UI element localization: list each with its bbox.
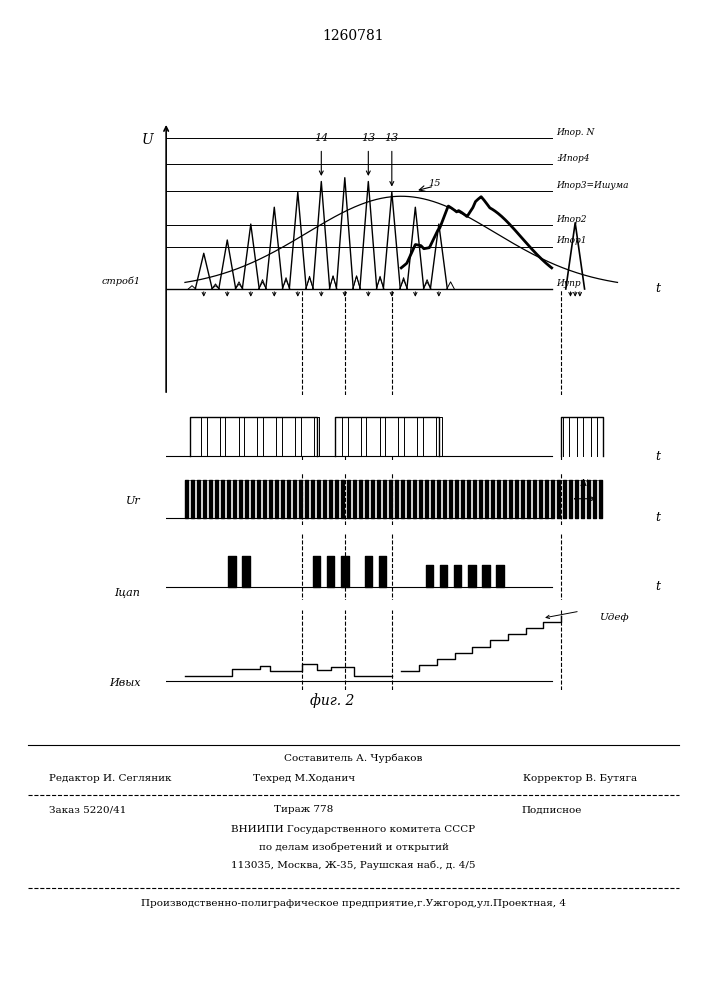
Text: t: t bbox=[655, 450, 660, 463]
Text: :Ипор4: :Ипор4 bbox=[556, 154, 590, 163]
Text: Редактор И. Сегляник: Редактор И. Сегляник bbox=[49, 774, 172, 783]
Text: 113035, Москва, Ж-35, Раушская наб., д. 4/5: 113035, Москва, Ж-35, Раушская наб., д. … bbox=[231, 861, 476, 870]
Text: Δt: Δt bbox=[579, 479, 590, 488]
Text: Ur: Ur bbox=[126, 496, 140, 506]
Text: Ипор. N: Ипор. N bbox=[556, 128, 595, 137]
Text: ВНИИПИ Государственного комитета СССР: ВНИИПИ Государственного комитета СССР bbox=[231, 825, 476, 834]
Text: Производственно-полиграфическое предприятие,г.Ужгород,ул.Проектная, 4: Производственно-полиграфическое предприя… bbox=[141, 899, 566, 908]
Text: Ипор3=Ишума: Ипор3=Ишума bbox=[556, 181, 629, 190]
Text: фиг. 2: фиг. 2 bbox=[310, 693, 354, 708]
Text: Тираж 778: Тираж 778 bbox=[274, 806, 334, 814]
Text: Ивых: Ивых bbox=[109, 678, 140, 688]
Text: 15: 15 bbox=[428, 179, 440, 188]
Text: Подписное: Подписное bbox=[521, 806, 582, 814]
Text: 1260781: 1260781 bbox=[322, 29, 385, 43]
Text: Техред М.Ходанич: Техред М.Ходанич bbox=[253, 774, 355, 783]
Text: 13: 13 bbox=[361, 133, 375, 143]
Text: строб1: строб1 bbox=[101, 277, 140, 286]
Text: по делам изобретений и открытий: по делам изобретений и открытий bbox=[259, 843, 448, 852]
Text: 13: 13 bbox=[385, 133, 399, 143]
Text: U: U bbox=[141, 133, 153, 147]
Text: Uдеф: Uдеф bbox=[599, 613, 629, 622]
Text: t: t bbox=[655, 580, 660, 593]
Text: Ипор1: Ипор1 bbox=[556, 236, 587, 245]
Text: t: t bbox=[655, 282, 660, 296]
Text: Корректор В. Бутяга: Корректор В. Бутяга bbox=[522, 774, 637, 783]
Text: Ипор2: Ипор2 bbox=[556, 215, 587, 224]
Text: Иупр: Иупр bbox=[556, 279, 581, 288]
Text: Заказ 5220/41: Заказ 5220/41 bbox=[49, 806, 127, 814]
Text: t: t bbox=[655, 511, 660, 524]
Text: Составитель А. Чурбаков: Составитель А. Чурбаков bbox=[284, 754, 423, 763]
Text: 14: 14 bbox=[314, 133, 329, 143]
Text: Iцап: Iцап bbox=[115, 588, 140, 598]
